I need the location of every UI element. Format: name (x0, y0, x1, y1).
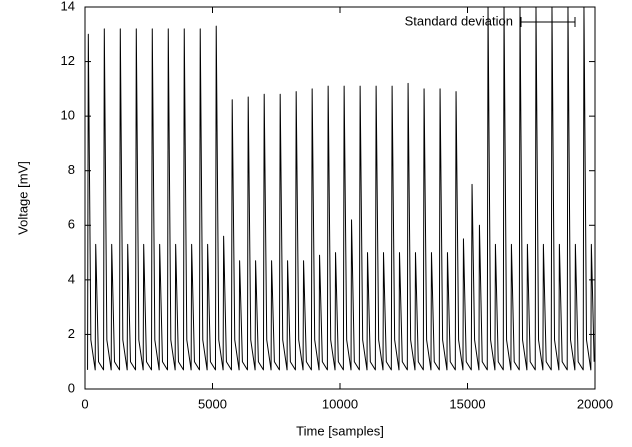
legend-label: Standard deviation (405, 13, 513, 28)
y-tick-label: 2 (68, 326, 75, 341)
y-tick-label: 6 (68, 217, 75, 232)
x-tick-label: 10000 (322, 396, 358, 411)
x-tick-label: 0 (81, 396, 88, 411)
y-tick-label: 0 (68, 380, 75, 395)
x-axis-label: Time [samples] (296, 423, 384, 438)
x-tick-label: 5000 (198, 396, 227, 411)
y-tick-label: 4 (68, 271, 75, 286)
y-tick-label: 12 (61, 53, 75, 68)
x-tick-label: 20000 (577, 396, 613, 411)
x-tick-label: 15000 (449, 396, 485, 411)
data-line (87, 6, 595, 371)
y-tick-label: 14 (61, 0, 75, 13)
y-axis-label: Voltage [mV] (15, 161, 30, 235)
y-tick-label: 8 (68, 162, 75, 177)
y-tick-label: 10 (61, 108, 75, 123)
